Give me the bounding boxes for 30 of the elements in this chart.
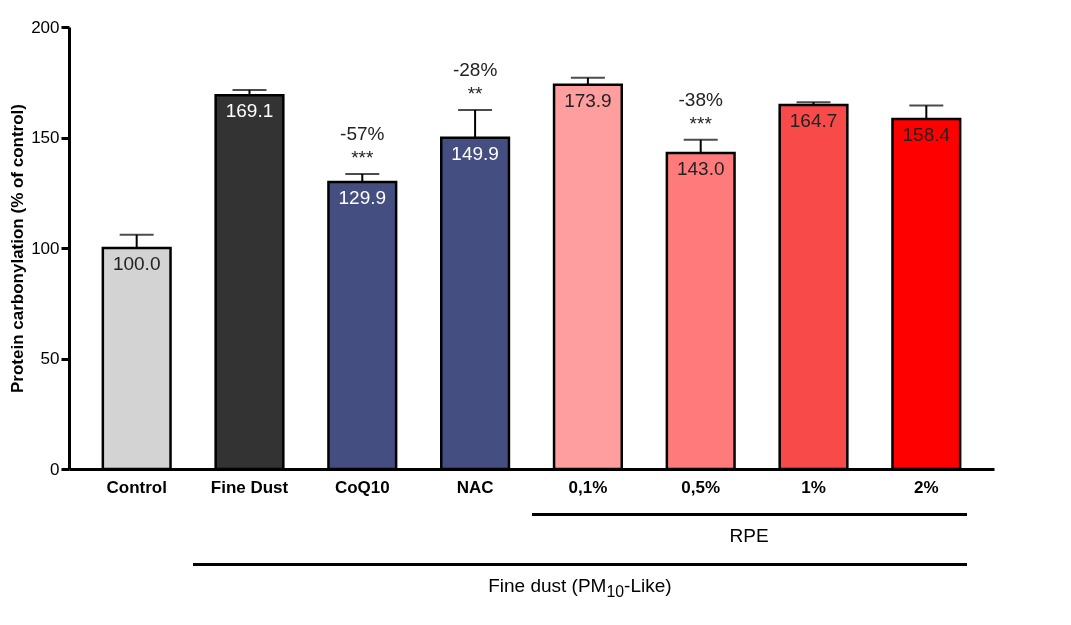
y-tick-label: 0: [50, 459, 60, 479]
annotation: -38%: [678, 88, 723, 110]
annotation: ***: [351, 146, 374, 168]
data-label: 169.1: [225, 100, 274, 122]
data-label: 149.9: [451, 142, 499, 164]
x-tick-label: 0,5%: [681, 477, 721, 497]
annotation: -28%: [452, 58, 498, 80]
text: RPE: [728, 525, 770, 547]
text: Fine dust (PM$_{10}$-Like): [487, 575, 673, 601]
data-label: 164.7: [789, 110, 838, 132]
data-label: 100.0: [112, 253, 161, 274]
data-label: 158.4: [902, 123, 951, 145]
x-tick-label: Control: [106, 477, 167, 497]
data-label: 143.0: [676, 157, 725, 179]
x-tick-label: NAC: [456, 477, 494, 497]
annotation: -57%: [340, 122, 385, 144]
data-label: 173.9: [564, 89, 612, 111]
x-tick-label: 2%: [914, 477, 939, 497]
x-tick-label: Fine Dust: [210, 477, 289, 497]
x-tick-label: 0,1%: [568, 477, 608, 497]
y-tick-label: 150: [31, 128, 60, 147]
y-tick-label: 50: [40, 349, 60, 368]
x-tick-label: CoQ10: [334, 477, 390, 497]
y-tick-label: 200: [31, 17, 60, 37]
y-axis-title: Protein carbonylation (% of control): [8, 103, 28, 394]
x-tick-label: 1%: [801, 477, 826, 497]
annotation: ***: [689, 112, 713, 134]
data-label: 129.9: [338, 186, 387, 208]
y-tick-label: 100: [31, 238, 60, 258]
annotation: **: [467, 82, 484, 104]
